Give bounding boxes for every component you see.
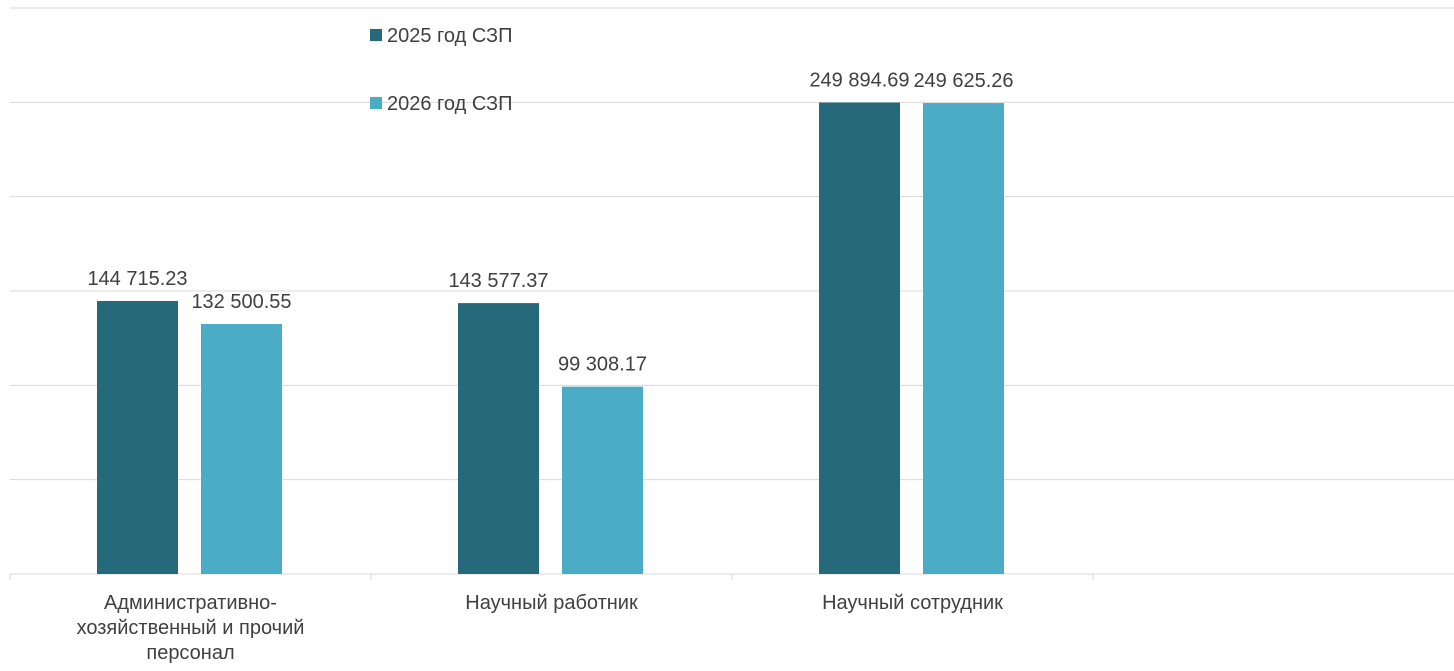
bar bbox=[923, 103, 1004, 574]
data-label: 143 577.37 bbox=[448, 270, 548, 292]
bar bbox=[458, 303, 539, 574]
data-label: 249 894.69 bbox=[809, 70, 909, 92]
data-label: 249 625.26 bbox=[913, 70, 1013, 92]
bar bbox=[97, 300, 178, 574]
bar bbox=[201, 324, 282, 574]
data-label: 144 715.23 bbox=[87, 268, 187, 290]
legend-label: 2025 год СЗП bbox=[387, 25, 513, 47]
x-tick-label: Научный сотрудник bbox=[822, 592, 1003, 614]
data-label: 132 500.55 bbox=[191, 291, 291, 313]
bar bbox=[819, 102, 900, 575]
x-tick-label: Научный работник bbox=[465, 592, 638, 614]
legend-swatch bbox=[370, 29, 382, 41]
x-tick-label: Административно-хозяйственный и прочий п… bbox=[76, 592, 305, 664]
legend-label: 2026 год СЗП bbox=[387, 93, 513, 115]
legend-swatch bbox=[370, 97, 382, 109]
data-label: 99 308.17 bbox=[558, 354, 647, 376]
bar bbox=[562, 386, 643, 574]
